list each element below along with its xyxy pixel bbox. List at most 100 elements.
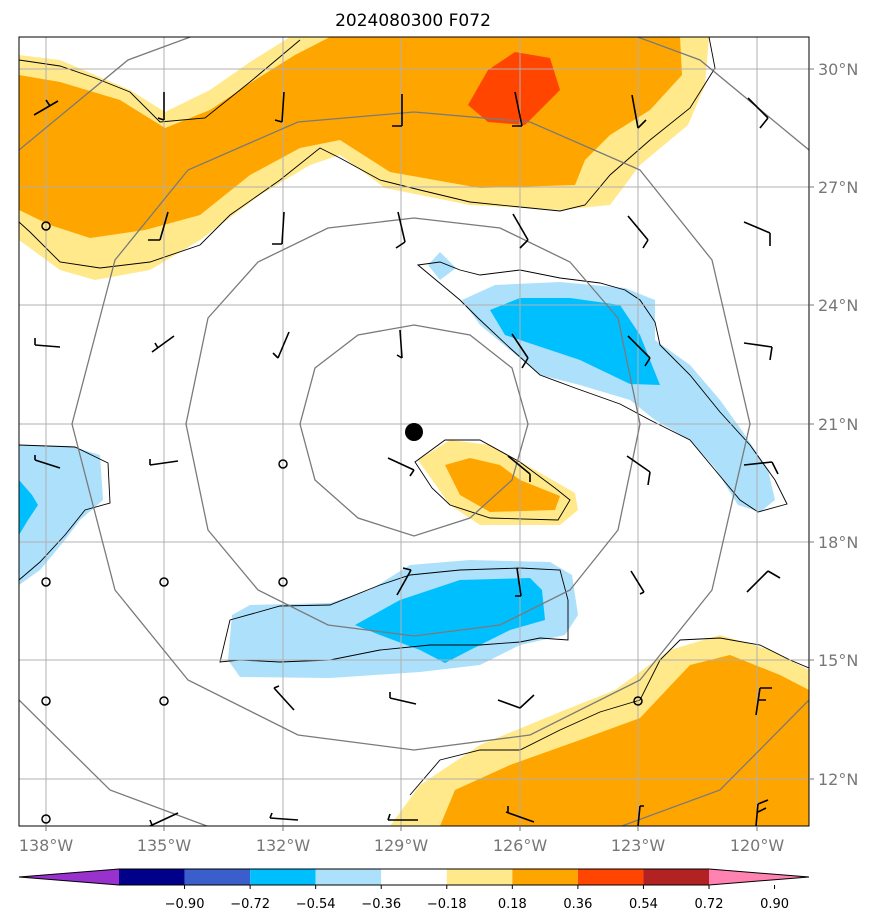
colorbar-segment xyxy=(577,869,644,885)
negative-anomaly-west xyxy=(19,445,103,585)
colorbar-tick-label: 0.18 xyxy=(498,897,527,912)
black-contours xyxy=(19,37,809,796)
contour-northeast xyxy=(416,261,788,513)
longitude-labels: 138°W 135°W 132°W 129°W 126°W 123°W 120°… xyxy=(19,836,785,855)
colorbar-segment xyxy=(250,869,316,885)
wind-barb xyxy=(272,331,290,359)
wind-barb xyxy=(746,570,781,593)
blue-patch-south xyxy=(355,578,545,663)
range-ring-1 xyxy=(299,324,529,537)
colorbar-tick-label: −0.72 xyxy=(230,897,270,912)
negative-anomaly-south xyxy=(228,560,578,678)
lon-label: 129°W xyxy=(374,836,429,855)
wind-barb xyxy=(515,567,522,597)
colorbar-tick-label: 0.54 xyxy=(629,897,658,912)
latitude-labels: 30°N 27°N 24°N 21°N 18°N 15°N 12°N xyxy=(818,60,858,789)
colorbar-outline xyxy=(18,868,810,886)
wind-barb xyxy=(743,221,771,246)
wind-barb xyxy=(389,692,417,705)
wind-barb xyxy=(151,335,175,353)
wind-barb xyxy=(269,812,299,821)
wind-barb xyxy=(637,805,644,826)
lat-lon-grid xyxy=(19,37,809,826)
calm-markers xyxy=(41,221,643,824)
negative-anomaly-northeast xyxy=(428,252,775,512)
lon-label: 126°W xyxy=(493,836,548,855)
wind-barb xyxy=(34,338,61,348)
wind-barb xyxy=(627,335,651,367)
orange-band-southeast xyxy=(440,655,809,826)
wind-barb xyxy=(743,342,773,361)
colorbar-segment xyxy=(119,869,185,885)
wind-barb xyxy=(387,457,415,477)
wind-barb xyxy=(396,567,412,596)
wind-barb xyxy=(157,92,165,121)
colorbar-extend-low xyxy=(19,869,119,885)
wind-barb xyxy=(755,799,769,826)
lat-label: 18°N xyxy=(818,533,858,552)
lat-label: 15°N xyxy=(818,651,858,670)
lon-label: 135°W xyxy=(137,836,192,855)
wind-barb xyxy=(396,329,403,359)
red-orange-patch xyxy=(468,52,560,125)
calm-circle xyxy=(41,577,51,587)
contour-west xyxy=(19,444,111,581)
axis-ticks xyxy=(45,68,814,831)
positive-anomaly-center xyxy=(418,440,578,525)
wind-barb xyxy=(274,91,285,123)
figure-title: 2024080300 F072 xyxy=(335,11,491,31)
wind-barb xyxy=(395,211,406,249)
lat-label: 24°N xyxy=(818,296,858,315)
lon-label: 123°W xyxy=(611,836,666,855)
wind-barb xyxy=(626,455,651,486)
wind-barb xyxy=(272,211,285,245)
lat-label: 12°N xyxy=(818,770,858,789)
colorbar-extend-high xyxy=(709,869,809,885)
contour-center xyxy=(414,439,571,521)
calm-circle xyxy=(278,577,288,587)
wind-barb xyxy=(755,687,772,716)
range-ring-2 xyxy=(185,217,641,637)
wind-barb xyxy=(148,211,169,241)
wind-barb xyxy=(627,215,649,249)
wind-barb xyxy=(630,570,645,595)
wind-barb xyxy=(33,99,59,116)
lat-label: 30°N xyxy=(818,60,858,79)
blue-patch-northeast xyxy=(490,298,660,385)
lon-label: 120°W xyxy=(730,836,785,855)
colorbar-tick-label: 0.90 xyxy=(760,897,789,912)
wind-barb xyxy=(631,94,647,129)
wind-barb xyxy=(149,812,179,826)
colorbar-tick-label: −0.18 xyxy=(427,897,467,912)
wind-barb xyxy=(511,333,529,369)
colorbar-segment xyxy=(446,869,513,885)
calm-circle xyxy=(159,577,169,587)
colorbar-tick-label: −0.90 xyxy=(165,897,205,912)
range-rings xyxy=(19,37,809,826)
calm-circle xyxy=(41,221,51,231)
calm-circle xyxy=(159,696,169,706)
wind-barb xyxy=(392,94,403,127)
wind-barb xyxy=(747,97,769,129)
calm-circle xyxy=(278,459,288,469)
colorbar-tick-label: 0.72 xyxy=(695,897,724,912)
colorbar-segment xyxy=(512,869,578,885)
wind-barb xyxy=(273,685,295,711)
wind-barb xyxy=(512,91,523,127)
positive-anomaly-north xyxy=(19,37,709,280)
colorbar-segment xyxy=(643,869,709,885)
wind-barb xyxy=(149,459,179,466)
wind-barb xyxy=(743,461,779,475)
contour-north xyxy=(19,37,716,269)
wind-barb xyxy=(387,813,418,821)
lat-label: 21°N xyxy=(818,415,858,434)
map-plot-area xyxy=(19,37,809,826)
light-blue-band-northeast xyxy=(428,252,456,280)
colorbar-tick-label: 0.36 xyxy=(563,897,592,912)
range-ring-4 xyxy=(19,37,809,826)
orange-patch-center xyxy=(445,458,560,512)
contour-southeast xyxy=(409,637,809,796)
colorbar: −0.90 −0.72 −0.54 −0.36 −0.18 0.18 0.36 0.54 0.7… xyxy=(18,868,810,912)
blue-patch-west xyxy=(19,480,38,535)
colorbar-segment xyxy=(315,869,382,885)
